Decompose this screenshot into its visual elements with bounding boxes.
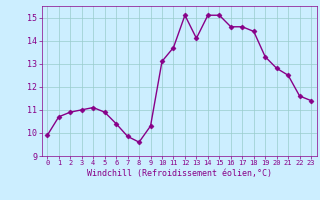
X-axis label: Windchill (Refroidissement éolien,°C): Windchill (Refroidissement éolien,°C) (87, 169, 272, 178)
